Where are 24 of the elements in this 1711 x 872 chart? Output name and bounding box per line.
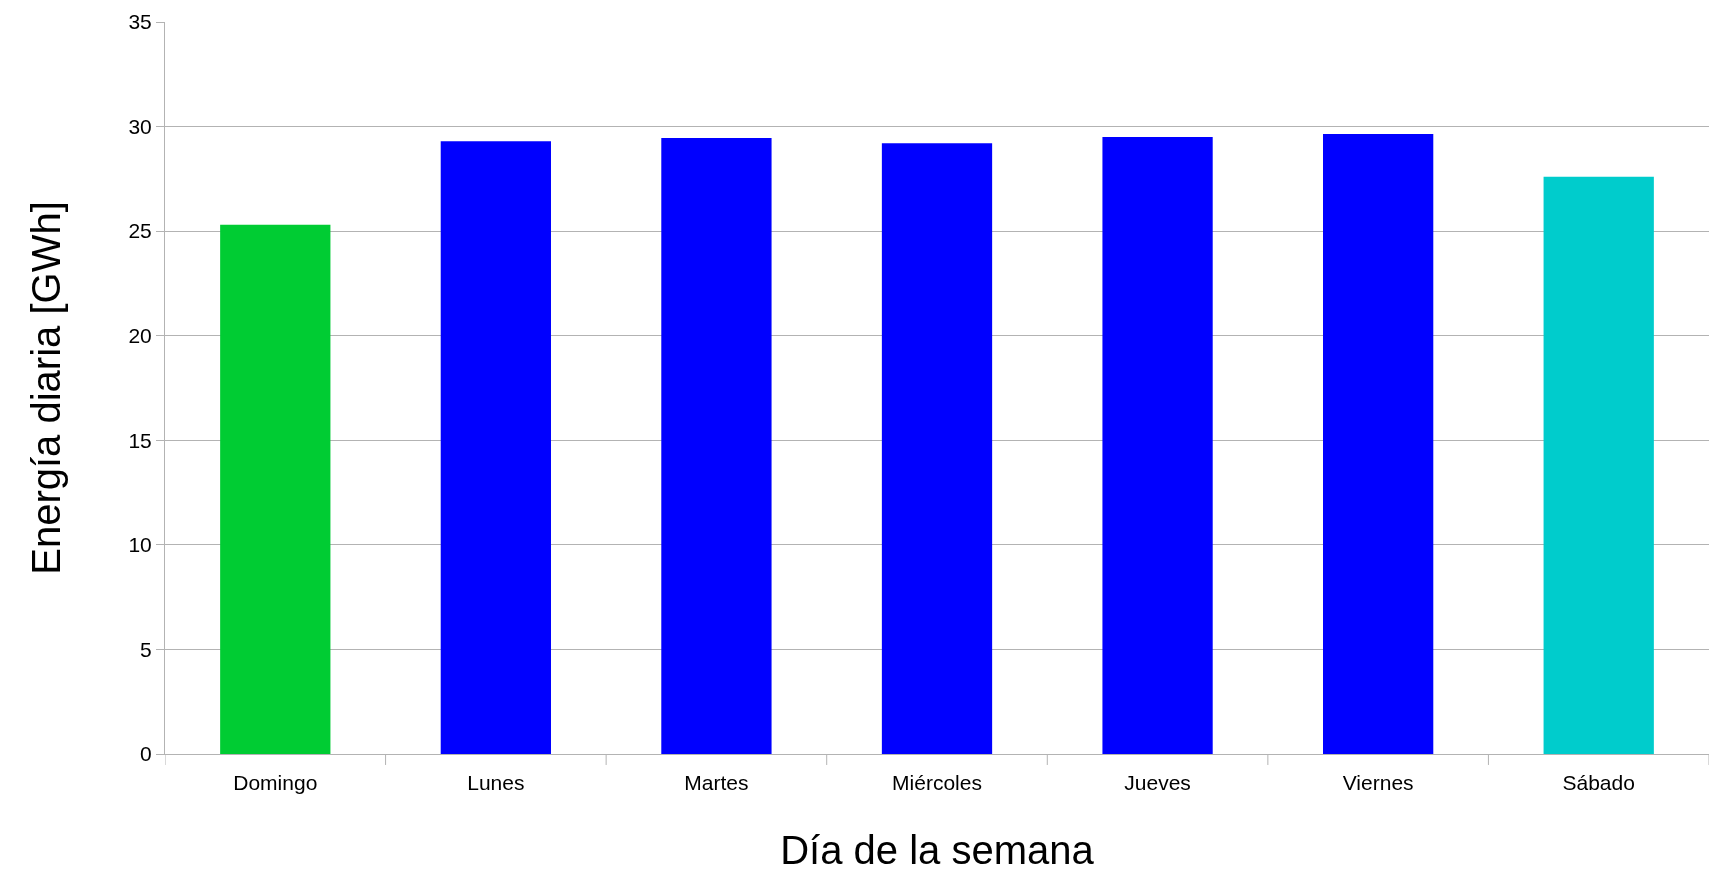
y-tick-label: 35	[128, 10, 152, 34]
x-tick-label: Sábado	[1562, 771, 1635, 795]
x-tick-label: Viernes	[1342, 771, 1414, 795]
y-axis-title: Energía diaria [GWh]	[23, 201, 68, 575]
y-tick-label: 5	[140, 637, 152, 661]
bar	[1543, 176, 1654, 754]
bar	[440, 141, 551, 754]
bar	[661, 138, 772, 754]
y-tick-label: 25	[128, 219, 152, 243]
x-tick-label: Lunes	[467, 771, 525, 795]
y-tick-label: 20	[128, 324, 152, 348]
x-tick-label: Domingo	[233, 771, 318, 795]
x-tick-label: Jueves	[1124, 771, 1191, 795]
x-axis-title: Día de la semana	[780, 828, 1095, 872]
y-tick-label: 10	[128, 533, 152, 557]
bar	[881, 143, 993, 754]
bar	[220, 224, 331, 754]
x-tick-label: Miércoles	[892, 771, 982, 795]
bar	[1102, 137, 1213, 754]
bar	[1323, 133, 1434, 754]
y-tick-label: 0	[140, 742, 152, 766]
y-tick-label: 15	[128, 428, 152, 452]
x-tick-label: Martes	[684, 771, 749, 795]
y-tick-label: 30	[128, 114, 152, 138]
